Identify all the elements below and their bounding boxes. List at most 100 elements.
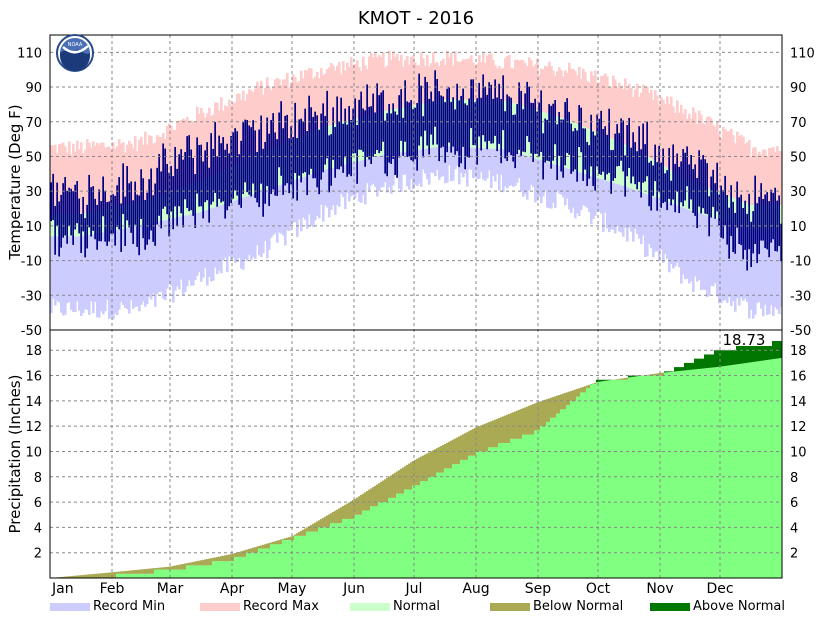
observed-temp-bar xyxy=(272,113,274,189)
observed-temp-bar xyxy=(540,90,542,152)
observed-temp-bar xyxy=(188,135,190,211)
observed-temp-bar xyxy=(348,106,350,174)
observed-temp-bar xyxy=(382,90,384,141)
observed-temp-bar xyxy=(514,115,516,169)
observed-temp-bar xyxy=(366,84,368,157)
observed-temp-bar xyxy=(326,91,328,158)
legend-label: Record Min xyxy=(93,599,165,614)
observed-temp-bar xyxy=(350,120,352,176)
observed-temp-bar xyxy=(664,173,666,202)
observed-temp-bar xyxy=(626,125,628,176)
observed-temp-bar xyxy=(744,201,746,250)
observed-temp-bar xyxy=(766,192,768,249)
observed-temp-bar xyxy=(276,139,278,196)
temp-tick-label-left: -50 xyxy=(21,324,42,339)
observed-temp-bar xyxy=(244,120,246,183)
observed-temp-bar xyxy=(170,166,172,211)
observed-temp-bar xyxy=(262,149,264,217)
observed-temp-bar xyxy=(480,98,482,151)
observed-temp-bar xyxy=(742,208,744,259)
observed-temp-bar xyxy=(266,117,268,186)
month-label: Oct xyxy=(586,581,611,597)
legend-label: Above Normal xyxy=(693,599,785,614)
observed-temp-bar xyxy=(714,183,716,219)
observed-temp-bar xyxy=(320,114,322,180)
observed-temp-bar xyxy=(358,100,360,150)
month-label: Mar xyxy=(157,581,184,597)
temp-tick-label-right: 50 xyxy=(790,150,807,165)
observed-temp-bar xyxy=(292,137,294,198)
observed-temp-bar xyxy=(98,189,100,241)
observed-temp-bar xyxy=(682,149,684,206)
legend-swatch xyxy=(490,603,530,611)
observed-temp-bar xyxy=(772,193,774,239)
observed-temp-bar xyxy=(420,86,422,137)
observed-temp-bar xyxy=(106,202,108,246)
observed-temp-bar xyxy=(258,130,260,208)
precip-tick-label-right: 2 xyxy=(790,547,798,562)
legend-swatch xyxy=(350,603,390,611)
observed-temp-bar xyxy=(522,109,524,151)
observed-temp-bar xyxy=(376,83,378,150)
observed-temp-bar xyxy=(140,169,142,219)
observed-temp-bar xyxy=(580,108,582,153)
observed-temp-bar xyxy=(574,128,576,169)
observed-temp-bar xyxy=(72,191,74,245)
observed-temp-bar xyxy=(738,197,740,244)
observed-temp-bar xyxy=(764,194,766,248)
observed-temp-bar xyxy=(86,205,88,249)
precipitation-areas xyxy=(50,341,783,578)
observed-temp-bar xyxy=(126,166,128,220)
temp-tick-label-right: 110 xyxy=(790,46,815,61)
observed-temp-bar xyxy=(476,98,478,164)
precip-tick-label-left: 16 xyxy=(25,370,42,385)
observed-temp-bar xyxy=(152,195,154,242)
observed-temp-bar xyxy=(80,214,82,253)
month-label: Aug xyxy=(462,581,489,597)
observed-temp-bar xyxy=(704,159,706,213)
observed-temp-bar xyxy=(84,218,86,257)
observed-temp-bar xyxy=(218,136,220,199)
precip-tick-label-left: 8 xyxy=(34,471,42,486)
observed-temp-bar xyxy=(124,197,126,246)
observed-temp-bar xyxy=(646,122,648,177)
observed-temp-bar xyxy=(198,145,200,207)
observed-temp-bar xyxy=(128,183,130,227)
observed-temp-bar xyxy=(268,134,270,206)
precip-tick-label-left: 14 xyxy=(25,395,42,410)
observed-temp-bar xyxy=(226,144,228,210)
observed-temp-bar xyxy=(594,136,596,191)
precip-tick-label-right: 18 xyxy=(790,344,807,359)
observed-temp-bar xyxy=(448,87,450,142)
observed-temp-bar xyxy=(334,127,336,178)
observed-temp-bar xyxy=(166,164,168,214)
observed-temp-bar xyxy=(572,131,574,171)
observed-temp-bar xyxy=(534,99,536,154)
observed-temp-bar xyxy=(114,196,116,246)
observed-temp-bar xyxy=(70,189,72,236)
precipitation-axis-title: Precipitation (Inches) xyxy=(6,375,24,534)
observed-temp-bar xyxy=(616,124,618,166)
observed-temp-bar xyxy=(478,83,480,137)
observed-temp-bar xyxy=(622,120,624,171)
observed-temp-bar xyxy=(238,154,240,205)
observed-temp-bar xyxy=(368,107,370,160)
observed-temp-bar xyxy=(300,119,302,183)
observed-temp-bar xyxy=(446,89,448,152)
observed-temp-bar xyxy=(648,163,650,206)
observed-temp-bar xyxy=(426,82,428,145)
observed-temp-bar xyxy=(628,118,630,168)
observed-temp-bar xyxy=(666,170,668,210)
observed-temp-bar xyxy=(136,195,138,247)
temp-tick-label-right: -10 xyxy=(790,255,811,270)
temp-tick-label-right: -50 xyxy=(790,324,811,339)
observed-temp-bar xyxy=(754,176,756,244)
observed-temp-bar xyxy=(724,176,726,225)
observed-temp-bar xyxy=(508,96,510,152)
observed-temp-bar xyxy=(76,181,78,223)
observed-temp-bar xyxy=(706,163,708,214)
precip-tick-label-right: 4 xyxy=(790,521,798,536)
precip-total-annotation: 18.73 xyxy=(723,331,766,349)
observed-temp-bar xyxy=(322,103,324,172)
observed-temp-bar xyxy=(568,112,570,155)
